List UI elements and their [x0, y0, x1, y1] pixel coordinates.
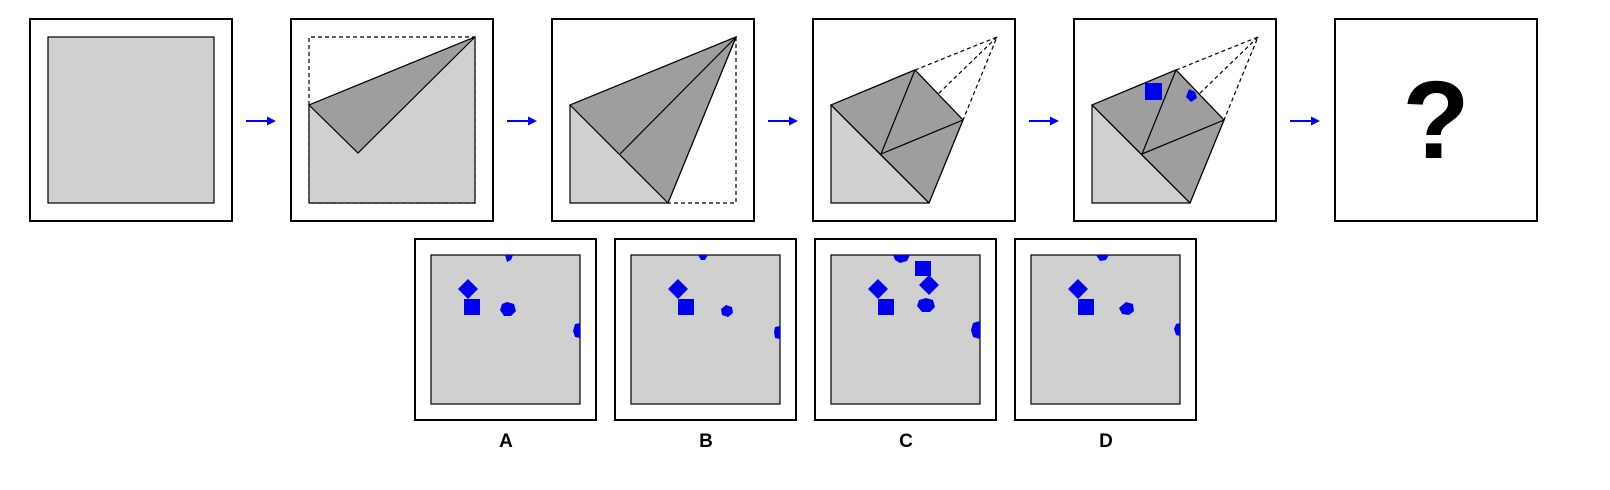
right-arrow-icon [768, 116, 798, 126]
hexagon-hole-icon [1186, 89, 1197, 102]
hexagon-hole-icon [917, 298, 935, 312]
hexagon-hole-icon [505, 255, 513, 262]
right-arrow-icon [246, 116, 276, 126]
paper-square [630, 254, 781, 405]
fold-crease [1141, 69, 1177, 155]
original-outline [1175, 35, 1260, 121]
square-hole-icon [678, 299, 694, 315]
option-d-panel[interactable] [1014, 238, 1197, 421]
step-1-drawing [47, 36, 215, 204]
hexagon-hole-icon [1119, 302, 1134, 315]
hexagon-hole-icon [1096, 255, 1109, 261]
fold-crease [880, 69, 916, 155]
hexagon-hole-icon [893, 255, 910, 263]
hexagon-hole-icon [698, 255, 708, 260]
square-hole-icon [1145, 83, 1162, 100]
step-3-panel [551, 18, 755, 222]
square-hole-icon [1078, 299, 1094, 315]
fold-crease [1091, 104, 1191, 204]
hexagon-hole-icon [1174, 323, 1180, 336]
step-2-panel [290, 18, 494, 222]
hexagon-hole-icon [573, 323, 580, 338]
square-hole-icon [915, 261, 931, 276]
question-panel: ? [1334, 18, 1538, 222]
diamond-hole-icon [868, 279, 888, 299]
option-c-panel[interactable] [814, 238, 997, 421]
option-a-drawing [430, 254, 581, 405]
hexagon-hole-icon [721, 305, 733, 317]
fold-crease [619, 36, 737, 155]
right-arrow-icon [1290, 116, 1320, 126]
diamond-hole-icon [919, 275, 939, 295]
original-crease [1195, 36, 1259, 98]
step-1-panel [29, 18, 233, 222]
option-b-label[interactable]: B [699, 431, 713, 452]
step-4-drawing [829, 35, 999, 205]
paper-square [1030, 254, 1181, 405]
original-outline [914, 35, 999, 121]
step-2-drawing [307, 36, 476, 204]
paper-square [47, 36, 215, 204]
option-c-drawing [830, 254, 981, 405]
option-b-panel[interactable] [614, 238, 797, 421]
original-crease [934, 36, 998, 98]
fold-crease [880, 119, 964, 155]
hexagon-hole-icon [971, 321, 980, 339]
step-5-drawing [1090, 35, 1260, 205]
paper-square [830, 254, 981, 405]
option-d-label[interactable]: D [1099, 431, 1113, 452]
fold-crease [830, 104, 930, 204]
square-hole-icon [464, 299, 480, 315]
fold-crease [1141, 119, 1225, 155]
option-c-label[interactable]: C [899, 431, 913, 452]
option-a-label[interactable]: A [499, 431, 513, 452]
folded-flap [307, 36, 476, 154]
hexagon-hole-icon [774, 326, 780, 339]
diamond-hole-icon [1068, 279, 1088, 299]
original-outline [668, 37, 737, 204]
diamond-hole-icon [458, 279, 478, 299]
step-5-panel [1073, 18, 1277, 222]
question-mark: ? [1402, 58, 1470, 182]
square-hole-icon [878, 299, 894, 315]
hexagon-hole-icon [500, 302, 516, 316]
option-b-drawing [630, 254, 781, 405]
right-arrow-icon [1029, 116, 1059, 126]
paper-square [430, 254, 581, 405]
right-arrow-icon [507, 116, 537, 126]
option-d-drawing [1030, 254, 1181, 405]
diamond-hole-icon [668, 279, 688, 299]
step-3-drawing [568, 35, 738, 205]
step-4-panel [812, 18, 1016, 222]
option-a-panel[interactable] [414, 238, 597, 421]
